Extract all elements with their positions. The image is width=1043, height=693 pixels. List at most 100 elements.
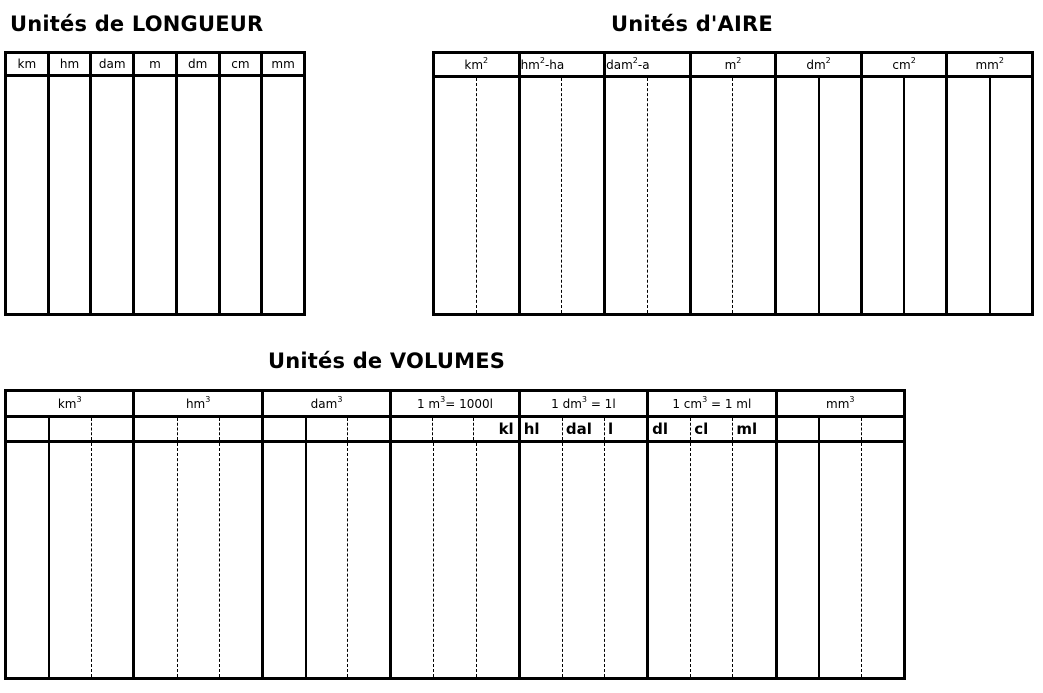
subcolumn[interactable] xyxy=(475,79,516,312)
header-cell-mm: mm xyxy=(260,51,306,77)
subcolumns xyxy=(608,79,688,312)
subcolumn[interactable] xyxy=(347,444,387,676)
entry-cell[interactable] xyxy=(132,74,178,316)
subcolumn[interactable] xyxy=(732,444,773,676)
unit-label: km3 xyxy=(58,394,82,411)
subunit-label xyxy=(818,419,861,439)
subcolumn[interactable] xyxy=(779,80,818,312)
subcolumns xyxy=(137,444,260,676)
subcolumn[interactable] xyxy=(988,79,1030,312)
subcolumn[interactable] xyxy=(779,445,818,676)
entry-cell[interactable] xyxy=(774,75,863,316)
subcolumn[interactable] xyxy=(861,444,901,676)
subcolumn[interactable] xyxy=(646,79,687,312)
unit-exponent: 3 xyxy=(440,394,446,404)
unit-exponent: 2 xyxy=(483,55,489,65)
entry-cell[interactable] xyxy=(517,75,607,316)
subcolumn[interactable] xyxy=(522,445,562,676)
unit-label: hm2-ha xyxy=(522,56,564,72)
header-row: km hm dam m dm cm mm xyxy=(4,51,306,77)
subcolumn[interactable] xyxy=(864,80,903,312)
entry-cell[interactable] xyxy=(517,440,650,680)
subunit-label xyxy=(9,420,48,439)
unit-text: hm xyxy=(185,396,206,411)
subcolumns: kl xyxy=(394,419,516,439)
subcolumn[interactable] xyxy=(304,444,348,676)
subcolumn[interactable] xyxy=(137,445,177,676)
unit-exponent: 3 xyxy=(76,394,82,404)
unit-exponent: 2 xyxy=(998,55,1004,65)
subunit-label xyxy=(861,419,901,439)
subcolumn[interactable] xyxy=(690,444,732,676)
area-title: Unités d'AIRE xyxy=(611,12,773,36)
subunit-label xyxy=(218,419,260,439)
entry-cell[interactable] xyxy=(688,75,778,316)
entry-cell[interactable] xyxy=(174,74,221,316)
subcolumn[interactable] xyxy=(436,80,475,312)
subcolumn[interactable] xyxy=(394,445,434,676)
subcolumn[interactable] xyxy=(651,445,691,676)
subunit-label xyxy=(394,420,432,439)
unit-label: hm3 xyxy=(185,395,210,411)
subcolumn[interactable] xyxy=(608,80,647,312)
header-cell-cm: cm xyxy=(217,51,264,77)
subunit-label xyxy=(47,419,91,439)
entry-cell[interactable] xyxy=(89,74,136,316)
header-cell-m2: m2 xyxy=(688,51,778,78)
unit-label: 1 dm3 = 1l xyxy=(551,394,616,411)
subcolumn[interactable] xyxy=(818,444,861,676)
unit-label: dm2 xyxy=(806,56,830,72)
unit-text: 1 cm xyxy=(672,396,703,411)
entry-cell[interactable] xyxy=(46,74,93,316)
entry-cell[interactable] xyxy=(432,75,521,316)
unit-suffix: = 1000l xyxy=(445,396,493,411)
entry-cell[interactable] xyxy=(3,440,136,680)
subheader-row: kl hl dal l dl cl ml xyxy=(3,415,907,443)
subcolumn[interactable] xyxy=(950,80,989,312)
subunit-label xyxy=(347,419,387,439)
unit-text: 1 dm xyxy=(551,396,582,411)
subcolumn[interactable] xyxy=(732,79,772,312)
subcolumn[interactable] xyxy=(47,444,91,676)
subcolumn[interactable] xyxy=(817,79,859,312)
subcolumn[interactable] xyxy=(561,444,604,676)
subcolumn[interactable] xyxy=(218,444,260,676)
entry-cell[interactable] xyxy=(859,75,949,316)
entry-cell[interactable] xyxy=(945,75,1034,316)
subunit-label: kl xyxy=(472,419,516,439)
entry-cell[interactable] xyxy=(260,440,393,680)
subcolumn[interactable] xyxy=(693,80,732,312)
unit-label: 1 m3= 1000l xyxy=(417,394,493,411)
subunit-label: hl xyxy=(523,420,540,438)
subcolumn[interactable] xyxy=(903,79,944,312)
subunit-label xyxy=(304,419,348,439)
subcolumn[interactable] xyxy=(603,444,645,676)
subunit-label xyxy=(779,420,818,439)
subcolumn[interactable] xyxy=(475,444,517,676)
subcolumns xyxy=(265,419,387,439)
entry-cell[interactable] xyxy=(774,440,907,680)
entry-cell[interactable] xyxy=(217,74,264,316)
unit-text: mm xyxy=(826,396,850,411)
entry-cell[interactable] xyxy=(4,74,50,316)
subunit-cell xyxy=(774,415,907,443)
subunit-label xyxy=(432,419,473,439)
subcolumn[interactable] xyxy=(433,444,475,676)
entry-cell[interactable] xyxy=(603,75,692,316)
subcolumns xyxy=(522,79,602,312)
entry-cell[interactable] xyxy=(646,440,778,680)
subcolumns xyxy=(265,444,387,676)
subcolumns: dl cl ml xyxy=(651,419,773,439)
entry-cell[interactable] xyxy=(132,440,264,680)
subcolumn[interactable] xyxy=(9,445,48,676)
subcolumn[interactable] xyxy=(176,444,219,676)
subcolumn[interactable] xyxy=(90,444,131,676)
unit-label: cm2 xyxy=(892,56,915,72)
entry-cell[interactable] xyxy=(260,74,306,316)
subcolumn[interactable] xyxy=(561,79,601,312)
subcolumn[interactable] xyxy=(265,445,304,676)
subcolumn[interactable] xyxy=(522,80,561,312)
entry-cell[interactable] xyxy=(389,440,521,680)
subunit-label xyxy=(176,419,219,439)
unit-exponent: 3 xyxy=(581,394,587,404)
